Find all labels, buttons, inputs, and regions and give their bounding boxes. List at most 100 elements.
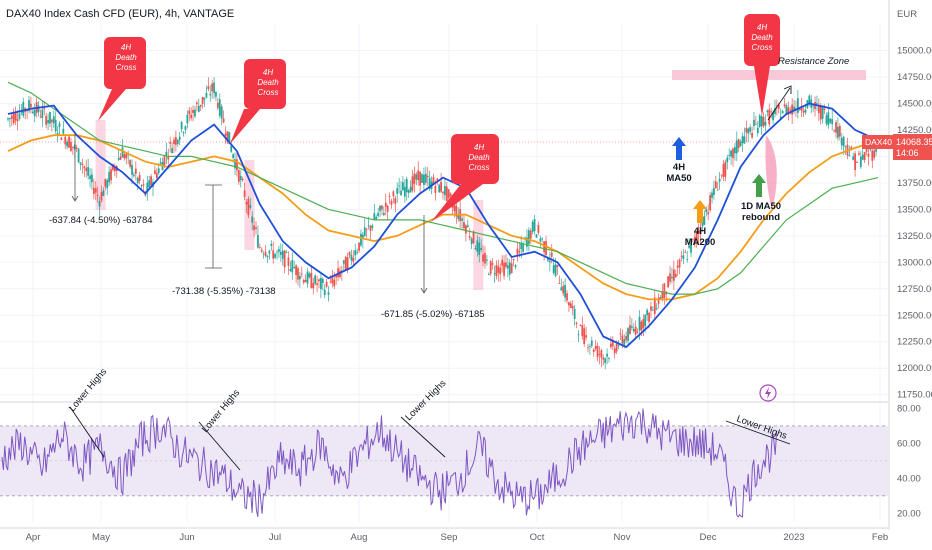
candle-body — [386, 205, 389, 212]
candle-body — [768, 109, 771, 125]
candle-body — [136, 177, 139, 184]
candle-body — [781, 110, 784, 114]
candle-body — [335, 274, 338, 278]
rsi-pane[interactable] — [0, 408, 888, 518]
candle-body — [85, 168, 88, 171]
candle-body — [753, 119, 755, 127]
rsi-line — [1, 408, 778, 518]
candle-body — [598, 354, 601, 355]
candle-body — [421, 174, 423, 183]
candle-body — [833, 130, 836, 132]
candle-body — [236, 159, 238, 171]
candle-body — [579, 325, 582, 326]
candle-body — [506, 265, 509, 269]
price-tick-label: 11750.00 — [897, 390, 932, 401]
candle-body — [711, 192, 713, 198]
candle-body — [468, 236, 471, 238]
lightning-icon[interactable] — [759, 384, 777, 402]
price-tick-label: 12250.00 — [897, 337, 932, 348]
svg-text:Cross: Cross — [752, 43, 773, 52]
candle-body — [45, 115, 48, 125]
candle-body — [863, 152, 866, 161]
candle-body — [382, 213, 385, 216]
candle-body — [9, 118, 11, 120]
drop-measure-1: -637.84 (-4.50%) -63784 — [49, 132, 153, 226]
candle-body — [558, 283, 561, 284]
candle-body — [12, 113, 15, 124]
candle-body — [461, 218, 463, 221]
candle-body — [838, 125, 841, 137]
candle-body — [300, 273, 303, 275]
candle-body — [239, 175, 242, 181]
candle-body — [680, 255, 683, 257]
candle-body — [224, 133, 227, 136]
candle-body — [709, 195, 712, 211]
candle-body — [827, 112, 830, 126]
candle-body — [510, 263, 513, 274]
price-axis[interactable]: 11750.00 12000.00 12250.00 12500.00 12750.00… — [888, 0, 932, 530]
candle-body — [812, 105, 815, 107]
price-tick-label: 12000.00 — [897, 363, 932, 374]
rsi-tick-label: 20.00 — [897, 508, 921, 519]
candle-body — [623, 339, 626, 345]
candle-body — [629, 325, 631, 334]
svg-text:rebound: rebound — [742, 212, 780, 223]
candle-body — [163, 156, 166, 165]
candle-body — [110, 169, 112, 181]
candle-body — [560, 287, 563, 291]
candle-body — [203, 97, 206, 100]
candle-body — [651, 309, 654, 311]
candle-body — [764, 121, 767, 126]
candle-body — [737, 139, 740, 149]
candle-body — [228, 132, 231, 144]
candle-body — [829, 118, 832, 123]
svg-text:-731.38 (-5.35%) -73138: -731.38 (-5.35%) -73138 — [172, 286, 276, 297]
candle-body — [140, 185, 143, 187]
candle-body — [37, 105, 40, 113]
candle-body — [100, 192, 103, 201]
candle-body — [352, 257, 355, 262]
candle-body — [470, 238, 473, 244]
candle-body — [539, 238, 542, 242]
candle-body — [79, 162, 82, 165]
candle-body — [869, 149, 872, 151]
candle-body — [747, 128, 750, 134]
candle-body — [379, 205, 381, 211]
candle-body — [319, 277, 322, 290]
candle-body — [178, 136, 181, 141]
candle-body — [688, 245, 691, 248]
candle-body — [194, 109, 196, 117]
candle-body — [871, 150, 874, 161]
svg-text:MA50: MA50 — [666, 173, 691, 184]
death-cross-bubble-3: 4H Death Cross — [431, 134, 499, 222]
candle-body — [823, 108, 826, 110]
candle-body — [266, 255, 269, 258]
candle-body — [220, 106, 223, 119]
last-price-tag[interactable] — [893, 134, 932, 160]
candle-body — [195, 102, 198, 105]
svg-text:4H: 4H — [694, 226, 706, 237]
candle-body — [705, 209, 708, 213]
candle-body — [327, 292, 330, 295]
resistance-zone-label: Resistance Zone — [778, 56, 849, 67]
candle-body — [457, 214, 460, 220]
candle-body — [295, 265, 297, 276]
candle-body — [33, 109, 36, 117]
candle-body — [520, 242, 523, 250]
candle-body — [174, 137, 177, 145]
rsi-axis[interactable]: 20.00 40.00 60.00 80.00 — [897, 403, 921, 519]
candle-body — [356, 252, 359, 253]
price-tick-label: 13250.00 — [897, 231, 932, 242]
time-axis[interactable]: Apr May Jun Jul Aug Sep Oct Nov Dec 2023 Feb — [0, 527, 888, 543]
time-tick-label: Jul — [269, 532, 281, 543]
candle-body — [146, 182, 149, 193]
candle-body — [348, 252, 351, 256]
candle-body — [119, 156, 122, 160]
candle-body — [777, 104, 780, 109]
candle-body — [165, 151, 168, 156]
candle-body — [424, 173, 427, 183]
drop-shade — [244, 160, 255, 250]
candle-body — [732, 148, 734, 159]
price-pane[interactable] — [7, 70, 879, 370]
